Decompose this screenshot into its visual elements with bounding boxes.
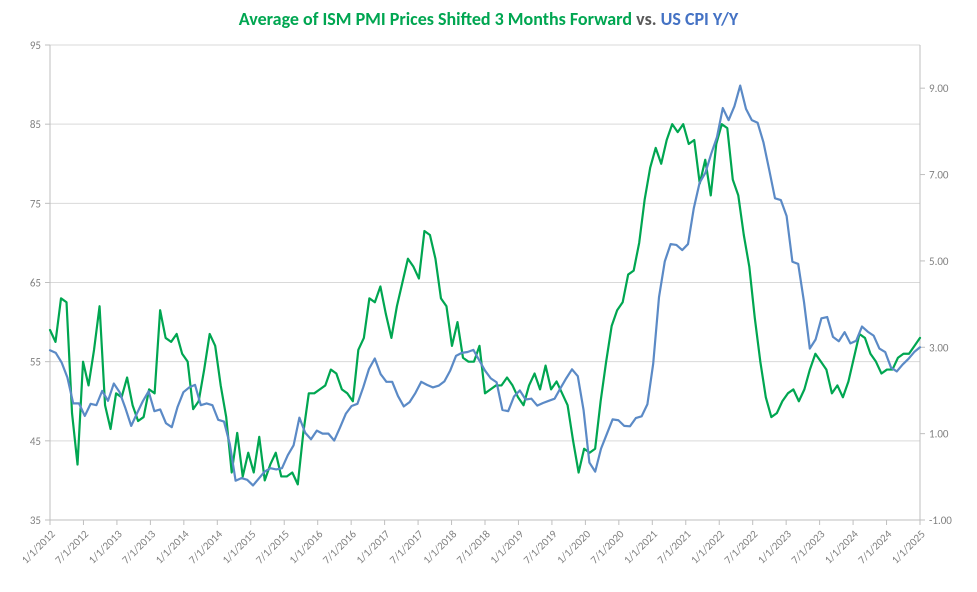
x-tick-label: 7/1/2016 bbox=[320, 527, 359, 566]
y-right-tick-label: 1.00 bbox=[929, 428, 949, 441]
x-tick-label: 1/1/2025 bbox=[889, 528, 928, 567]
x-tick-label: 1/1/2023 bbox=[755, 527, 794, 566]
x-tick-label: 1/1/2020 bbox=[554, 527, 593, 566]
y-right-tick-label: -1.00 bbox=[929, 514, 952, 527]
x-tick-label: 7/1/2018 bbox=[454, 527, 493, 566]
y-left-tick-label: 65 bbox=[30, 277, 41, 290]
y-right-tick-label: 7.00 bbox=[929, 169, 949, 182]
x-tick-label: 7/1/2017 bbox=[387, 527, 426, 566]
x-tick-label: 7/1/2020 bbox=[588, 527, 627, 566]
x-tick-label: 7/1/2021 bbox=[655, 527, 694, 566]
x-tick-label: 7/1/2023 bbox=[789, 527, 828, 566]
y-left-tick-label: 35 bbox=[30, 514, 41, 527]
x-tick-label: 1/1/2017 bbox=[354, 527, 393, 566]
y-right-tick-label: 5.00 bbox=[929, 255, 949, 268]
chart-svg: 35 45 55 65 75 85 95 -1.00 1.00 3.00 5.00 7.00 9.00 1… bbox=[0, 0, 977, 592]
x-tick-label: 7/1/2013 bbox=[119, 527, 158, 566]
x-tick-label: 1/1/2012 bbox=[19, 527, 58, 566]
x-tick-label: 1/1/2024 bbox=[822, 527, 861, 566]
x-tick-label: 7/1/2014 bbox=[186, 527, 225, 566]
y-left-tick-label: 55 bbox=[30, 356, 41, 369]
series-line bbox=[50, 86, 920, 486]
series-line bbox=[50, 124, 920, 484]
x-tick-label: 1/1/2022 bbox=[688, 527, 727, 566]
x-tick-label: 1/1/2019 bbox=[487, 527, 526, 566]
x-tick-label: 1/1/2013 bbox=[86, 527, 125, 566]
x-tick-label: 7/1/2022 bbox=[722, 527, 761, 566]
y-right-tick-label: 3.00 bbox=[929, 341, 949, 354]
x-tick-label: 1/1/2018 bbox=[420, 527, 459, 566]
x-tick-label: 7/1/2019 bbox=[521, 527, 560, 566]
x-tick-label: 1/1/2021 bbox=[621, 527, 660, 566]
chart-container: Average of ISM PMI Prices Shifted 3 Mont… bbox=[0, 0, 977, 592]
x-tick-label: 7/1/2015 bbox=[253, 528, 292, 567]
x-tick-label: 7/1/2024 bbox=[855, 527, 894, 566]
y-right-tick-label: 9.00 bbox=[929, 82, 949, 95]
x-tick-label: 1/1/2014 bbox=[153, 527, 192, 566]
y-left-tick-label: 75 bbox=[30, 197, 41, 210]
y-left-tick-label: 45 bbox=[30, 435, 41, 448]
x-tick-label: 1/1/2016 bbox=[287, 527, 326, 566]
y-left-tick-label: 95 bbox=[30, 39, 41, 52]
x-tick-label: 7/1/2012 bbox=[52, 527, 91, 566]
y-left-tick-label: 85 bbox=[30, 118, 41, 131]
x-tick-label: 1/1/2015 bbox=[220, 528, 259, 567]
